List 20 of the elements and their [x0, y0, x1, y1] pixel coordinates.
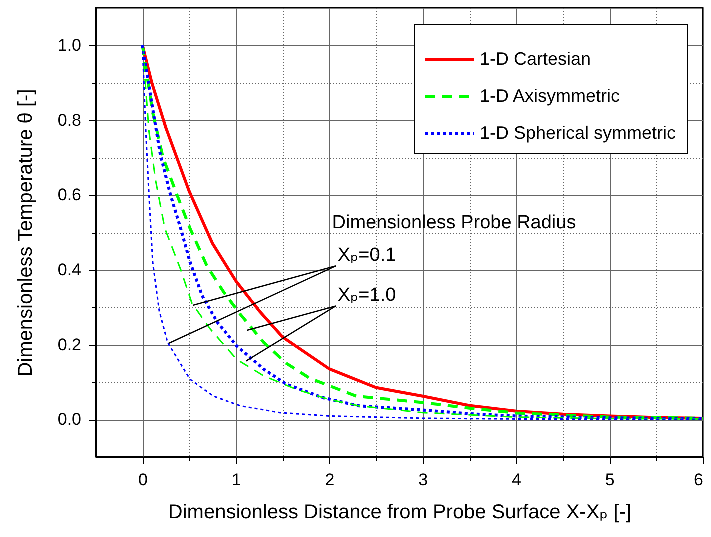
annotation: Xₚ=1.0 — [338, 284, 396, 306]
annotation: Xₚ=0.1 — [338, 244, 396, 266]
x-tick-label: 1 — [232, 470, 242, 490]
y-tick-label: 1.0 — [58, 36, 82, 55]
x-tick-label: 2 — [325, 470, 335, 490]
x-tick-label: 3 — [418, 470, 428, 490]
y-tick-label: 0.4 — [58, 260, 82, 280]
y-tick-label: 0.0 — [58, 410, 82, 430]
y-tick-label: 0.2 — [58, 335, 82, 354]
y-tick-label: 0.8 — [58, 110, 82, 130]
legend-label: 1-D Axisymmetric — [480, 86, 620, 106]
y-axis-title: Dimensionless Temperature θ [-] — [14, 89, 37, 377]
legend-label: 1-D Cartesian — [480, 49, 592, 69]
x-axis-title: Dimensionless Distance from Probe Surface X-Xₚ [-] — [168, 502, 632, 524]
x-tick-label: 0 — [138, 470, 148, 490]
x-tick-label: 6 — [694, 470, 704, 490]
y-tick-label: 0.6 — [58, 186, 82, 205]
x-tick-label: 4 — [512, 470, 522, 490]
legend-label: 1-D Spherical symmetric — [480, 123, 676, 143]
x-tick-label: 5 — [605, 470, 615, 490]
